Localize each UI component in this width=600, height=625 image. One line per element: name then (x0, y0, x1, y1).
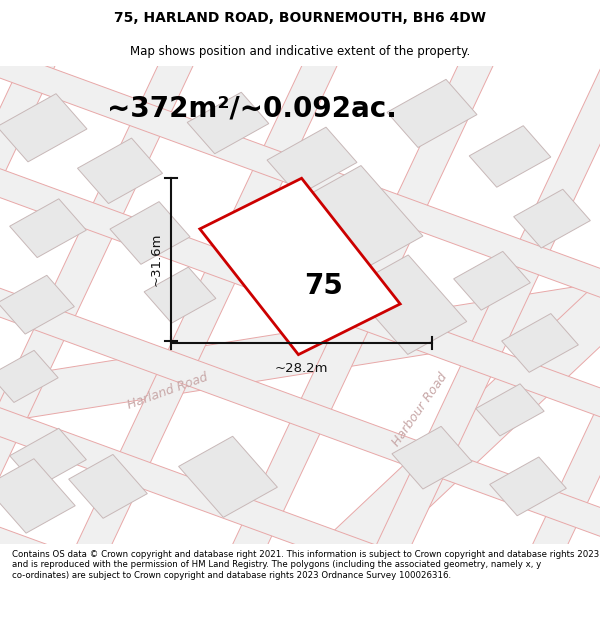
Polygon shape (0, 94, 87, 162)
Polygon shape (512, 13, 600, 596)
Polygon shape (0, 13, 76, 596)
Polygon shape (0, 269, 600, 556)
Polygon shape (392, 426, 472, 489)
Polygon shape (469, 126, 551, 188)
Polygon shape (476, 384, 544, 436)
Polygon shape (267, 127, 357, 196)
Polygon shape (297, 166, 423, 272)
Text: ~372m²/~0.092ac.: ~372m²/~0.092ac. (107, 94, 397, 122)
Polygon shape (10, 199, 86, 258)
Polygon shape (200, 178, 400, 354)
Polygon shape (0, 149, 600, 436)
Polygon shape (212, 13, 514, 596)
Polygon shape (0, 508, 600, 625)
Polygon shape (10, 428, 86, 487)
Text: 75, HARLAND ROAD, BOURNEMOUTH, BH6 4DW: 75, HARLAND ROAD, BOURNEMOUTH, BH6 4DW (114, 11, 486, 26)
Polygon shape (187, 92, 269, 154)
Polygon shape (144, 267, 216, 323)
Polygon shape (387, 79, 477, 148)
Polygon shape (0, 13, 214, 596)
Polygon shape (0, 388, 600, 625)
Polygon shape (0, 275, 74, 334)
Text: ~31.6m: ~31.6m (149, 232, 163, 286)
Polygon shape (454, 251, 530, 310)
Polygon shape (490, 457, 566, 516)
Polygon shape (349, 255, 467, 354)
Polygon shape (514, 189, 590, 248)
Polygon shape (310, 243, 600, 581)
Polygon shape (0, 30, 600, 317)
Polygon shape (56, 13, 358, 596)
Polygon shape (179, 436, 277, 518)
Polygon shape (0, 351, 58, 403)
Polygon shape (0, 459, 75, 533)
Text: Map shows position and indicative extent of the property.: Map shows position and indicative extent… (130, 45, 470, 58)
Text: Harland Road: Harland Road (126, 370, 210, 411)
Text: Harbour Road: Harbour Road (390, 371, 450, 449)
Polygon shape (68, 454, 148, 518)
Polygon shape (0, 274, 600, 431)
Polygon shape (110, 202, 190, 264)
Polygon shape (77, 138, 163, 204)
Polygon shape (356, 13, 600, 596)
Polygon shape (502, 314, 578, 372)
Text: Contains OS data © Crown copyright and database right 2021. This information is : Contains OS data © Crown copyright and d… (12, 550, 599, 580)
Text: ~28.2m: ~28.2m (275, 362, 328, 375)
Text: 75: 75 (305, 272, 343, 299)
